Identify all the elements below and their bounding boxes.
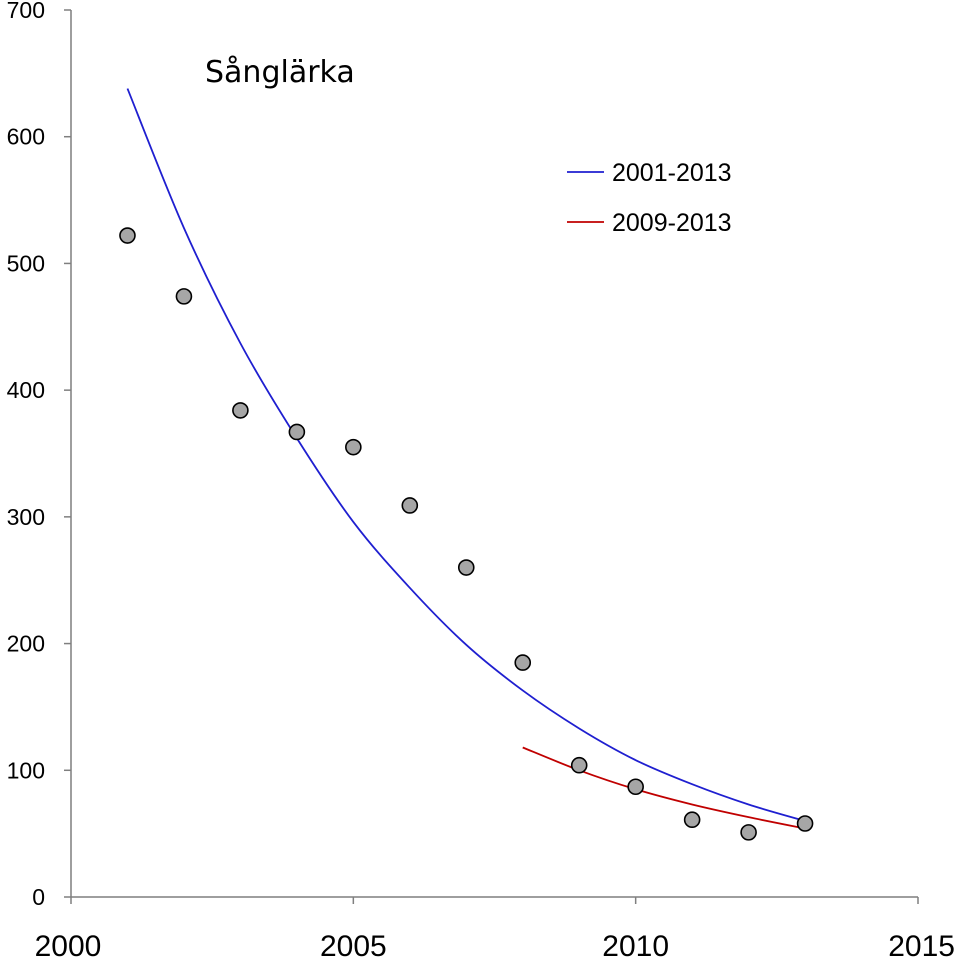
y-axis-ticks: 0 100 200 300 400 500 600 700 (7, 0, 71, 910)
x-tick-label: 2015 (888, 930, 955, 960)
data-point (175, 288, 193, 305)
data-point (401, 497, 419, 514)
data-point (796, 815, 814, 832)
data-point (345, 438, 362, 456)
legend: 2001-2013 2009-2013 (567, 159, 732, 237)
data-point (119, 227, 136, 244)
series-line-2009-2013 (522, 746, 806, 830)
y-tick-label: 300 (7, 504, 45, 530)
y-tick-label: 700 (7, 0, 45, 23)
data-point (232, 402, 249, 419)
x-axis-ticks: 2000 2005 2010 2015 (35, 897, 955, 960)
data-point (288, 423, 306, 441)
data-point (457, 559, 475, 576)
y-tick-label: 500 (7, 250, 45, 276)
data-point (683, 811, 701, 829)
legend-label: 2001-2013 (612, 159, 732, 187)
y-tick-label: 0 (32, 884, 45, 910)
y-tick-label: 600 (7, 124, 45, 150)
trend-lines (126, 88, 806, 830)
legend-label: 2009-2013 (612, 209, 732, 237)
axes (70, 10, 918, 898)
y-tick-label: 100 (7, 757, 45, 783)
y-tick-label: 400 (7, 377, 45, 403)
chart-title: Sånglärka (205, 55, 355, 90)
series-line-2001-2013 (126, 88, 806, 822)
data-points (119, 227, 814, 841)
y-tick-label: 200 (7, 631, 45, 657)
data-point (514, 654, 532, 671)
x-tick-label: 2005 (320, 930, 387, 960)
x-tick-label: 2010 (602, 930, 669, 960)
data-point (570, 756, 588, 774)
x-tick-label: 2000 (35, 930, 102, 960)
data-point (740, 824, 757, 841)
data-point (627, 778, 644, 796)
